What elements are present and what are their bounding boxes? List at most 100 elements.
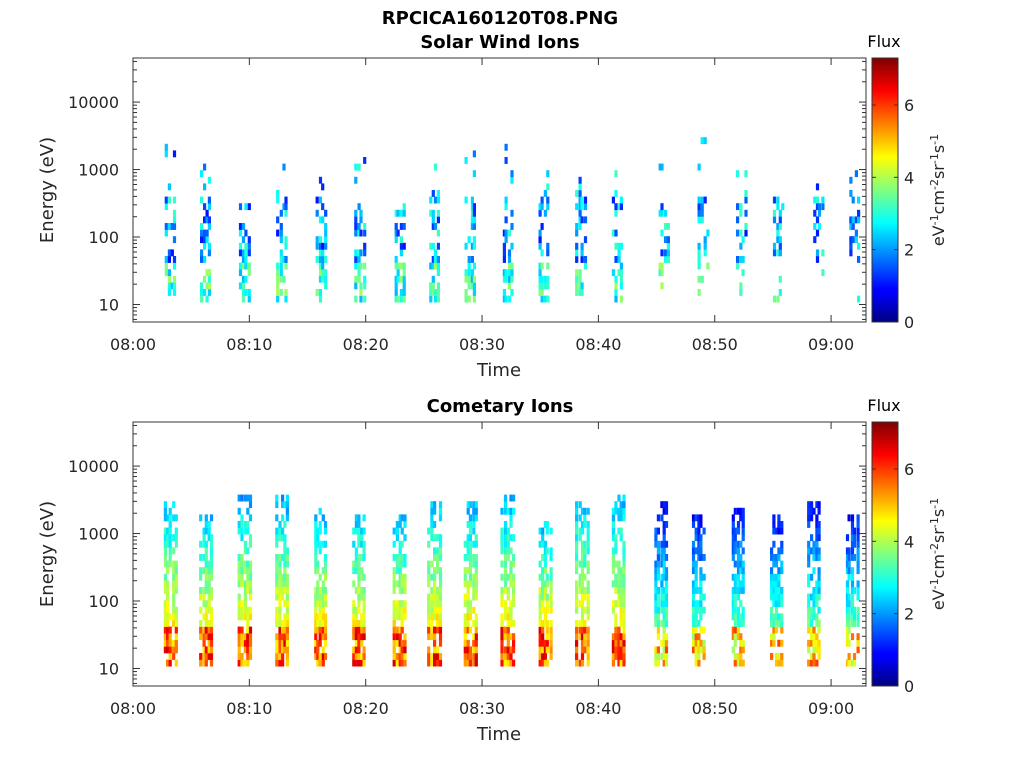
heatmap-cell <box>323 639 328 647</box>
heatmap-cell <box>662 554 666 561</box>
heatmap-cell <box>503 606 508 614</box>
heatmap-cell <box>204 540 208 548</box>
heatmap-cell <box>463 540 467 548</box>
heatmap-cell <box>247 295 251 303</box>
heatmap-cell <box>436 600 440 608</box>
heatmap-cell <box>772 540 776 548</box>
heatmap-cell <box>431 289 435 296</box>
heatmap-cell <box>503 540 508 548</box>
heatmap-cell <box>703 249 707 257</box>
heatmap-cell <box>168 514 172 522</box>
heatmap-cell <box>314 534 318 542</box>
heatmap-cell <box>163 514 167 522</box>
heatmap-cell <box>392 554 396 561</box>
heatmap-cell <box>275 501 279 509</box>
heatmap-cell <box>324 242 328 250</box>
heatmap-cell <box>275 554 279 561</box>
heatmap-cell <box>403 534 407 542</box>
heatmap-cell <box>500 593 504 601</box>
heatmap-cell <box>545 606 549 614</box>
heatmap-cell <box>691 639 696 647</box>
heatmap-cell <box>246 606 250 614</box>
heatmap-cell <box>362 613 366 621</box>
heatmap-cell <box>472 170 476 178</box>
heatmap-cell <box>398 567 402 575</box>
heatmap-cell <box>617 600 621 608</box>
heatmap-cell <box>578 190 582 197</box>
heatmap-cell <box>360 653 364 660</box>
heatmap-cell <box>240 580 244 588</box>
heatmap-cell <box>246 613 250 621</box>
heatmap-cell <box>360 587 364 594</box>
heatmap-cell <box>813 196 817 204</box>
heatmap-cell <box>545 580 549 588</box>
heatmap-cell <box>202 600 206 608</box>
heatmap-cell <box>660 269 664 277</box>
heatmap-cell <box>744 229 748 237</box>
heatmap-cell <box>357 275 361 283</box>
colorbar-gradient <box>871 421 899 687</box>
heatmap-cell <box>821 196 825 204</box>
heatmap-cell <box>464 196 468 204</box>
heatmap-cell <box>774 593 779 601</box>
heatmap-cell <box>243 521 247 528</box>
heatmap-cell <box>847 567 851 575</box>
heatmap-cell <box>466 580 470 588</box>
heatmap-cell <box>392 653 396 660</box>
heatmap-cell <box>622 587 626 594</box>
colorbar-tick-label: 6 <box>904 96 914 115</box>
heatmap-cell <box>538 203 542 211</box>
heatmap-cell <box>614 613 618 621</box>
heatmap-cell <box>503 501 508 509</box>
heatmap-cell <box>780 653 784 660</box>
heatmap-cell <box>466 593 470 601</box>
heatmap-cell <box>741 514 745 522</box>
heatmap-cell <box>664 646 669 654</box>
heatmap-cell <box>467 269 471 277</box>
heatmap-cell <box>660 262 664 270</box>
heatmap-cell <box>243 646 247 654</box>
heatmap-cell <box>662 501 666 509</box>
heatmap-cell <box>699 540 703 548</box>
heatmap-cell <box>247 242 251 250</box>
heatmap-cell <box>275 494 279 502</box>
heatmap-cell <box>810 547 814 555</box>
heatmap-cell <box>436 659 440 667</box>
heatmap-cell <box>543 659 547 667</box>
heatmap-cell <box>174 633 178 641</box>
heatmap-cell <box>807 659 811 667</box>
heatmap-cell <box>433 554 437 561</box>
heatmap-cell <box>662 659 666 667</box>
heatmap-cell <box>619 295 623 303</box>
heatmap-cell <box>318 176 323 184</box>
heatmap-cell <box>278 659 282 667</box>
heatmap-cell <box>243 639 247 647</box>
heatmap-cell <box>578 183 582 191</box>
heatmap-cell <box>619 620 623 627</box>
heatmap-cell <box>821 203 825 211</box>
heatmap-cell <box>285 554 289 561</box>
heatmap-cell <box>202 554 206 561</box>
heatmap-cell <box>807 626 811 634</box>
heatmap-cell <box>392 613 396 621</box>
heatmap-cell <box>583 626 587 634</box>
heatmap-cell <box>500 659 504 667</box>
heatmap-cell <box>363 157 367 164</box>
heatmap-cell <box>512 554 516 561</box>
heatmap-cell <box>774 554 779 561</box>
heatmap-cell <box>697 633 701 641</box>
heatmap-cell <box>430 521 434 528</box>
heatmap-cell <box>472 514 476 522</box>
heatmap-cell <box>323 587 328 594</box>
heatmap-cell <box>656 527 660 535</box>
heatmap-cell <box>318 653 322 660</box>
heatmap-cell <box>778 249 782 257</box>
heatmap-cell <box>238 249 243 257</box>
heatmap-cell <box>357 573 361 581</box>
heatmap-cell <box>163 646 167 654</box>
heatmap-cell <box>847 514 851 522</box>
heatmap-cell <box>503 507 508 515</box>
heatmap-cell <box>166 620 170 627</box>
heatmap-cell <box>438 514 443 522</box>
heatmap-cell <box>278 613 282 621</box>
